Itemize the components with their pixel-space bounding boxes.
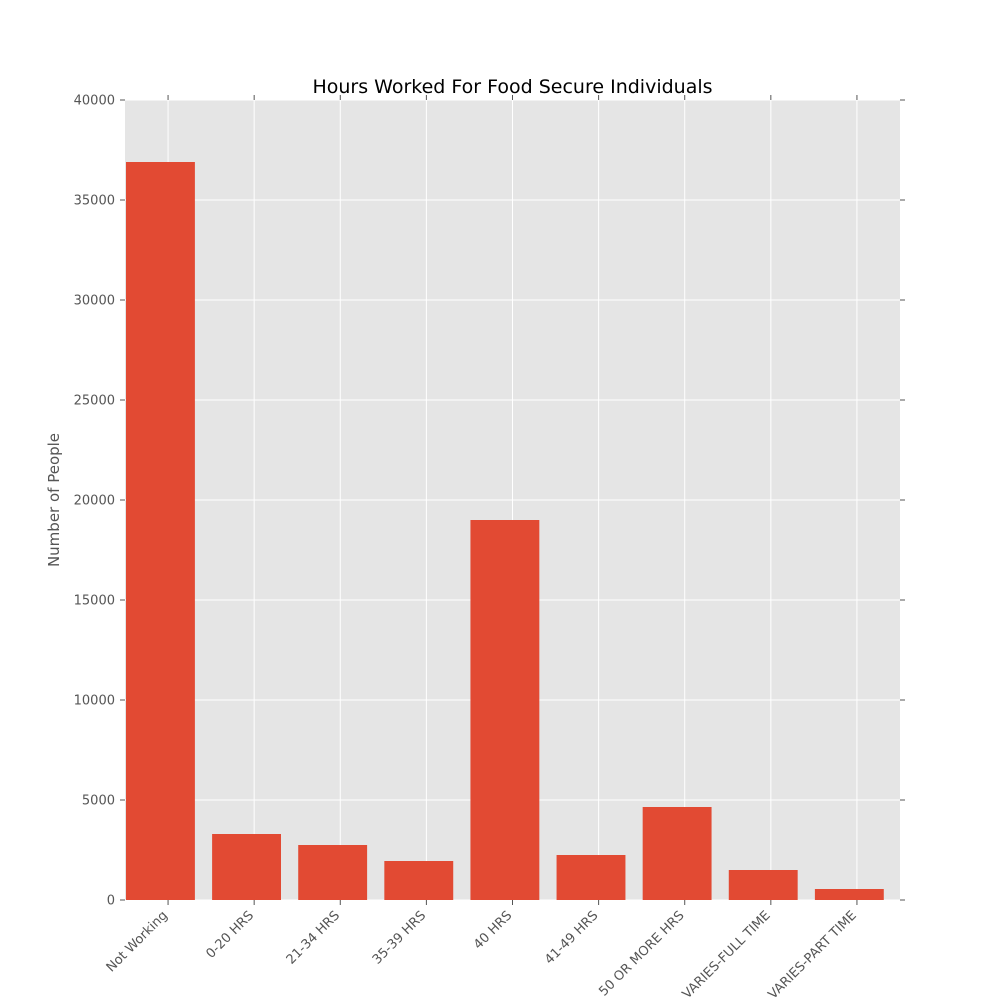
x-tick-label: VARIES-FULL TIME	[680, 908, 774, 1000]
bar-0-20-hrs	[212, 834, 281, 900]
x-tick-label: 0-20 HRS	[203, 908, 257, 962]
y-tick-label: 15000	[74, 594, 115, 609]
x-tick-label: VARIES-PART TIME	[766, 908, 860, 1000]
y-tick-label: 30000	[74, 294, 115, 309]
bar-varies-full-time	[728, 870, 798, 900]
y-tick-label: 10000	[74, 694, 115, 709]
bar-not-working	[126, 162, 195, 900]
bars	[126, 162, 884, 900]
x-tick-label: Not Working	[104, 908, 171, 975]
y-tick-label: 40000	[74, 94, 115, 109]
x-tick-label: 40 HRS	[471, 908, 515, 952]
bar-40-hrs	[470, 520, 540, 900]
x-tick-label: 41-49 HRS	[542, 908, 601, 967]
bar-35-39-hrs	[384, 861, 454, 900]
y-tick-label: 5000	[82, 794, 115, 809]
x-tick-label: 35-39 HRS	[370, 908, 429, 967]
bar-41-49-hrs	[556, 855, 626, 900]
x-tick-label: 50 OR MORE HRS	[596, 908, 687, 999]
bar-varies-part-time	[814, 889, 884, 900]
y-tick-label: 35000	[74, 194, 115, 209]
x-tick-label: 21-34 HRS	[284, 908, 343, 967]
y-axis-label: Number of People	[45, 433, 63, 567]
bar-21-34-hrs	[298, 845, 368, 900]
bar-50-or-more-hrs	[642, 807, 712, 900]
axis-ticks	[120, 95, 905, 905]
y-tick-label: 20000	[74, 494, 115, 509]
y-tick-label: 25000	[74, 394, 115, 409]
chart-title: Hours Worked For Food Secure Individuals	[312, 76, 712, 98]
y-tick-label: 0	[107, 894, 115, 909]
